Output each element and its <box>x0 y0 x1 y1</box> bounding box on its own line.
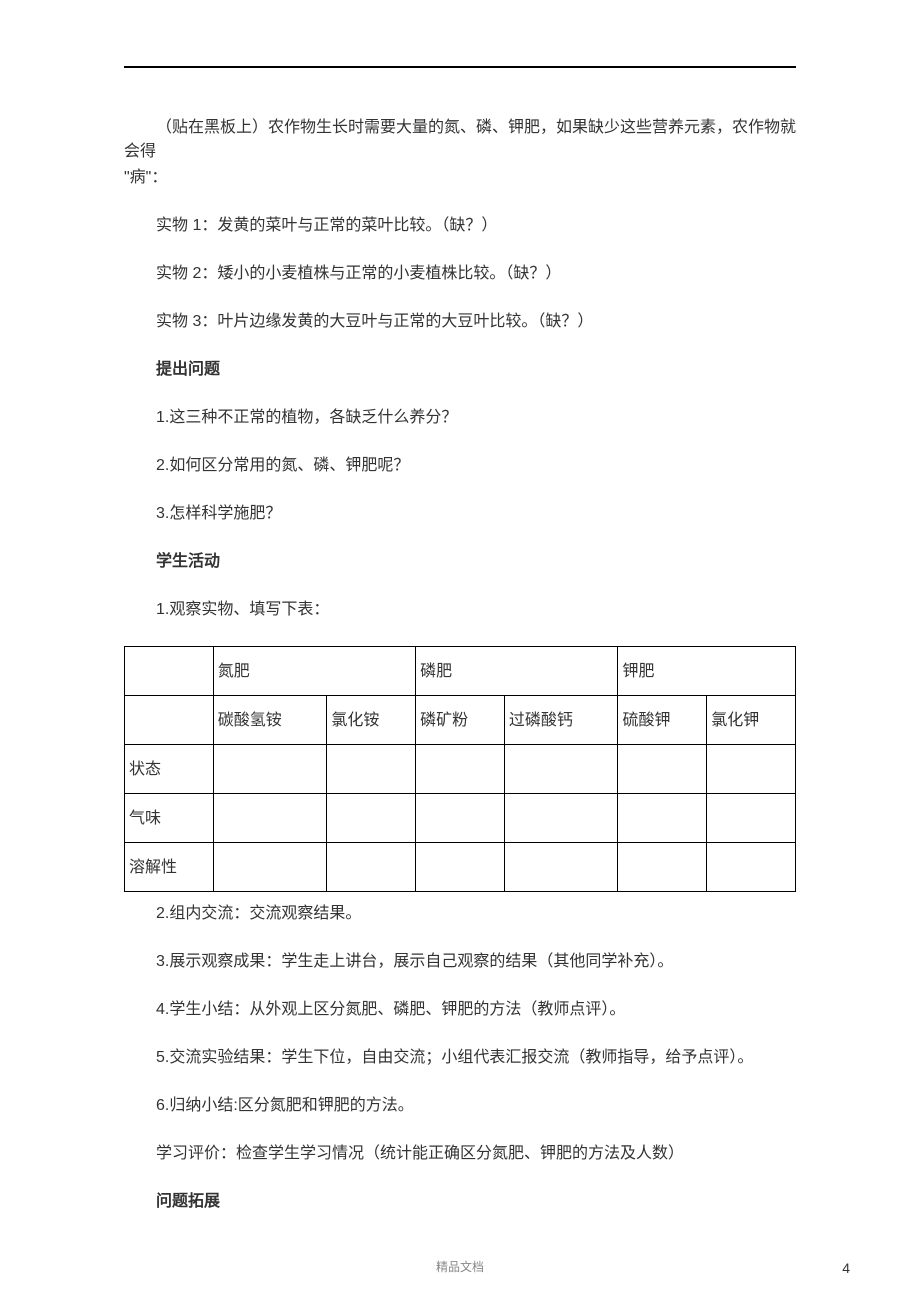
page-number: 4 <box>842 1260 850 1276</box>
cell-sub-p2: 过磷酸钙 <box>504 696 618 745</box>
cell-sub-k1: 硫酸钾 <box>618 696 707 745</box>
top-horizontal-rule <box>124 66 796 68</box>
cell-empty <box>213 843 327 892</box>
sample-3: 实物 3：叶片边缘发黄的大豆叶与正常的大豆叶比较。（缺？） <box>124 310 796 334</box>
cell-empty <box>416 745 505 794</box>
cell-empty <box>618 745 707 794</box>
cell-empty <box>504 794 618 843</box>
sample-1: 实物 1：发黄的菜叶与正常的菜叶比较。（缺？） <box>124 214 796 238</box>
cell-empty <box>618 843 707 892</box>
cell-empty <box>327 794 416 843</box>
footer: 精品文档 <box>0 1258 920 1276</box>
cell-empty <box>416 843 505 892</box>
cell-header-n: 氮肥 <box>213 647 415 696</box>
observation-table: 氮肥 磷肥 钾肥 碳酸氢铵 氯化铵 磷矿粉 过磷酸钙 硫酸钾 氯化钾 状态 气味 <box>124 646 796 892</box>
evaluation: 学习评价：检查学生学习情况（统计能正确区分氮肥、钾肥的方法及人数） <box>124 1142 796 1166</box>
table-row: 状态 <box>125 745 796 794</box>
cell-sub-n2: 氯化铵 <box>327 696 416 745</box>
cell-empty <box>707 843 796 892</box>
cell-sub-p1: 磷矿粉 <box>416 696 505 745</box>
activity-step-3: 3.展示观察成果：学生走上讲台，展示自己观察的结果（其他同学补充）。 <box>124 950 796 974</box>
cell-empty <box>327 745 416 794</box>
cell-empty <box>504 843 618 892</box>
cell-empty <box>327 843 416 892</box>
activity-step-5: 5.交流实验结果：学生下位，自由交流；小组代表汇报交流（教师指导，给予点评）。 <box>124 1046 796 1070</box>
extension-heading: 问题拓展 <box>124 1190 796 1214</box>
activity-step-2: 2.组内交流：交流观察结果。 <box>124 902 796 926</box>
question-1: 1.这三种不正常的植物，各缺乏什么养分？ <box>124 406 796 430</box>
cell-blank <box>125 647 214 696</box>
cell-blank <box>125 696 214 745</box>
cell-empty <box>707 745 796 794</box>
question-3: 3.怎样科学施肥？ <box>124 502 796 526</box>
activity-step-6: 6.归纳小结:区分氮肥和钾肥的方法。 <box>124 1094 796 1118</box>
cell-empty <box>213 794 327 843</box>
intro-line-1: （贴在黑板上）农作物生长时需要大量的氮、磷、钾肥，如果缺少这些营养元素，农作物就… <box>124 116 796 164</box>
cell-row-label: 溶解性 <box>125 843 214 892</box>
cell-header-k: 钾肥 <box>618 647 796 696</box>
activity-step-4: 4.学生小结：从外观上区分氮肥、磷肥、钾肥的方法（教师点评）。 <box>124 998 796 1022</box>
cell-row-label: 状态 <box>125 745 214 794</box>
table-row: 溶解性 <box>125 843 796 892</box>
cell-empty <box>618 794 707 843</box>
intro-line-2: "病"： <box>124 166 796 190</box>
table-row: 碳酸氢铵 氯化铵 磷矿粉 过磷酸钙 硫酸钾 氯化钾 <box>125 696 796 745</box>
footer-text: 精品文档 <box>436 1260 484 1274</box>
cell-header-p: 磷肥 <box>416 647 618 696</box>
cell-sub-k2: 氯化钾 <box>707 696 796 745</box>
cell-empty <box>707 794 796 843</box>
document-page: （贴在黑板上）农作物生长时需要大量的氮、磷、钾肥，如果缺少这些营养元素，农作物就… <box>0 0 920 1302</box>
cell-empty <box>504 745 618 794</box>
activity-heading: 学生活动 <box>124 550 796 574</box>
cell-empty <box>213 745 327 794</box>
activity-step-1: 1.观察实物、填写下表： <box>124 598 796 622</box>
table-row: 气味 <box>125 794 796 843</box>
question-2: 2.如何区分常用的氮、磷、钾肥呢？ <box>124 454 796 478</box>
cell-empty <box>416 794 505 843</box>
cell-sub-n1: 碳酸氢铵 <box>213 696 327 745</box>
questions-heading: 提出问题 <box>124 358 796 382</box>
cell-row-label: 气味 <box>125 794 214 843</box>
table-row: 氮肥 磷肥 钾肥 <box>125 647 796 696</box>
sample-2: 实物 2：矮小的小麦植株与正常的小麦植株比较。（缺？） <box>124 262 796 286</box>
